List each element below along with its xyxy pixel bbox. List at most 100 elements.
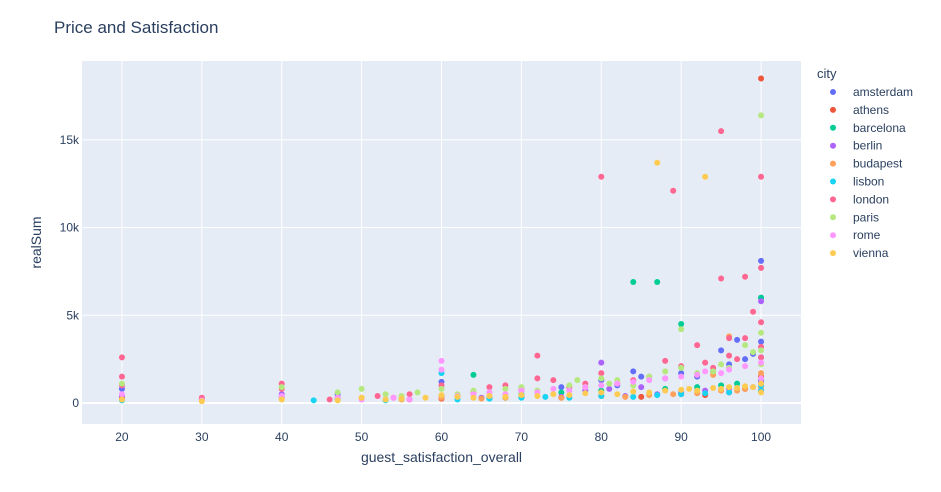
data-point[interactable] (654, 159, 661, 166)
data-point[interactable] (598, 389, 605, 396)
data-point[interactable] (742, 335, 749, 342)
data-point[interactable] (718, 370, 725, 377)
data-point[interactable] (630, 393, 637, 400)
data-point[interactable] (638, 384, 645, 391)
data-point[interactable] (646, 377, 653, 384)
data-point[interactable] (438, 357, 445, 364)
data-point[interactable] (726, 366, 733, 373)
data-point[interactable] (702, 173, 709, 180)
data-point[interactable] (662, 387, 669, 394)
data-point[interactable] (718, 128, 725, 135)
data-point[interactable] (630, 388, 637, 395)
data-point[interactable] (502, 385, 509, 392)
data-point[interactable] (486, 384, 493, 391)
data-point[interactable] (550, 391, 557, 398)
data-point[interactable] (742, 342, 749, 349)
data-point[interactable] (398, 395, 405, 402)
data-point[interactable] (718, 347, 725, 354)
data-point[interactable] (534, 352, 541, 359)
data-point[interactable] (630, 378, 637, 385)
data-point[interactable] (278, 396, 285, 403)
data-point[interactable] (662, 375, 669, 382)
data-point[interactable] (598, 375, 605, 382)
data-point[interactable] (638, 373, 645, 380)
data-point[interactable] (758, 370, 765, 377)
data-point[interactable] (758, 389, 765, 396)
data-point[interactable] (710, 368, 717, 375)
data-point[interactable] (470, 394, 477, 401)
data-point[interactable] (438, 385, 445, 392)
data-point[interactable] (662, 368, 669, 375)
data-point[interactable] (414, 389, 421, 396)
data-point[interactable] (502, 393, 509, 400)
data-point[interactable] (574, 377, 581, 384)
data-point[interactable] (598, 370, 605, 377)
legend-item-paris[interactable]: paris (830, 210, 879, 224)
data-point[interactable] (518, 392, 525, 399)
data-point[interactable] (598, 173, 605, 180)
data-point[interactable] (630, 368, 637, 375)
data-point[interactable] (406, 391, 413, 398)
data-point[interactable] (630, 278, 637, 285)
data-point[interactable] (718, 275, 725, 282)
data-point[interactable] (470, 371, 477, 378)
data-point[interactable] (382, 391, 389, 398)
data-point[interactable] (742, 383, 749, 390)
data-point[interactable] (694, 371, 701, 378)
data-point[interactable] (678, 391, 685, 398)
data-point[interactable] (638, 393, 645, 400)
data-point[interactable] (718, 385, 725, 392)
data-point[interactable] (758, 329, 765, 336)
data-point[interactable] (358, 394, 365, 401)
data-point[interactable] (606, 380, 613, 387)
data-point[interactable] (726, 384, 733, 391)
legend-item-barcelona[interactable]: barcelona (830, 121, 906, 135)
data-point[interactable] (694, 387, 701, 394)
data-point[interactable] (758, 298, 765, 305)
data-point[interactable] (454, 393, 461, 400)
data-point[interactable] (742, 273, 749, 280)
data-point[interactable] (726, 335, 733, 342)
data-point[interactable] (734, 356, 741, 363)
data-point[interactable] (654, 278, 661, 285)
data-point[interactable] (702, 368, 709, 375)
data-point[interactable] (758, 75, 765, 82)
data-point[interactable] (606, 385, 613, 392)
data-point[interactable] (486, 392, 493, 399)
data-point[interactable] (734, 336, 741, 343)
data-point[interactable] (670, 391, 677, 398)
data-point[interactable] (742, 356, 749, 363)
data-point[interactable] (598, 382, 605, 389)
data-point[interactable] (406, 396, 413, 403)
data-point[interactable] (678, 386, 685, 393)
data-point[interactable] (710, 385, 717, 392)
data-point[interactable] (566, 382, 573, 389)
data-point[interactable] (118, 354, 125, 361)
data-point[interactable] (614, 391, 621, 398)
data-point[interactable] (422, 394, 429, 401)
legend-item-budapest[interactable]: budapest (830, 157, 903, 171)
data-point[interactable] (758, 354, 765, 361)
legend-item-vienna[interactable]: vienna (830, 246, 889, 260)
data-point[interactable] (742, 363, 749, 370)
data-point[interactable] (678, 373, 685, 380)
data-point[interactable] (118, 391, 125, 398)
data-point[interactable] (734, 385, 741, 392)
legend-item-athens[interactable]: athens (830, 103, 889, 117)
data-point[interactable] (654, 392, 661, 399)
data-point[interactable] (758, 319, 765, 326)
data-point[interactable] (758, 359, 765, 366)
legend-item-london[interactable]: london (830, 192, 889, 206)
data-point[interactable] (310, 397, 317, 404)
data-point[interactable] (558, 394, 565, 401)
data-point[interactable] (670, 187, 677, 194)
data-point[interactable] (686, 385, 693, 392)
data-point[interactable] (758, 338, 765, 345)
data-point[interactable] (566, 392, 573, 399)
data-point[interactable] (278, 384, 285, 391)
data-point[interactable] (702, 359, 709, 366)
data-point[interactable] (518, 387, 525, 394)
data-point[interactable] (550, 377, 557, 384)
data-point[interactable] (566, 387, 573, 394)
data-point[interactable] (438, 392, 445, 399)
